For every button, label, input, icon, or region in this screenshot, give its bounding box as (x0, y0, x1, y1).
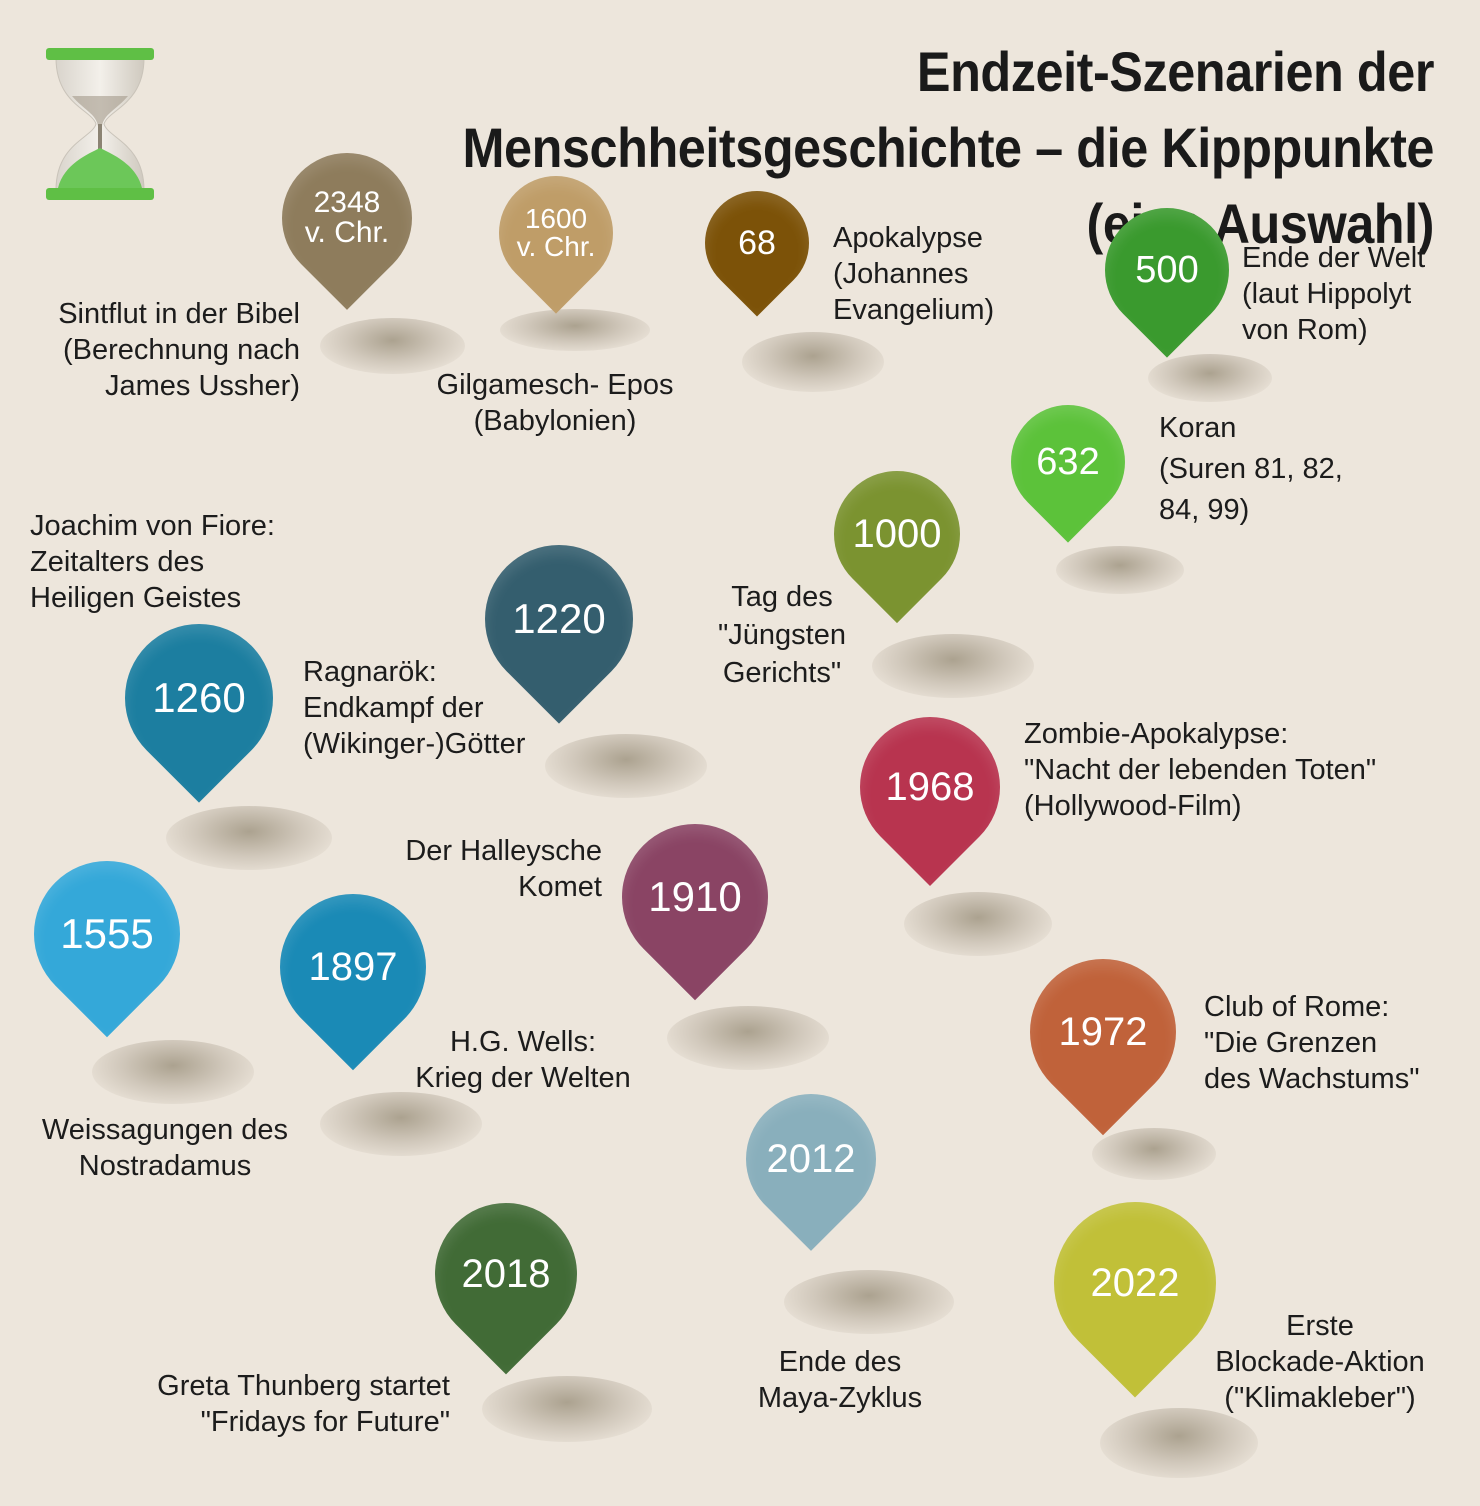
pin-year-label: 1968 (885, 765, 975, 809)
event-description: Apokalypse (Johannes Evangelium) (833, 222, 995, 326)
event-description: Ende des Maya-Zyklus (757, 1346, 923, 1414)
event-description: Ende der Welt (laut Hippolyt von Rom) (1242, 242, 1426, 346)
pin-year-label: 1555 (60, 910, 154, 957)
event-description: Koran (Suren 81, 82, 84, 99) (1159, 412, 1343, 526)
pin-year-label: 1600 v. Chr. (516, 203, 596, 262)
hourglass-icon (46, 48, 154, 200)
pin-shadow (545, 734, 707, 798)
pin-shadow (92, 1040, 254, 1104)
pin-shadow (742, 332, 884, 392)
pin-year-label: 2018 (461, 1252, 551, 1296)
event-description: Der Halleysche Komet (405, 835, 602, 903)
event-description: Weissagungen des Nostradamus (41, 1114, 289, 1182)
pin-shadow (904, 892, 1052, 956)
event-description: H.G. Wells: Krieg der Welten (415, 1026, 631, 1094)
pin-shadow (482, 1376, 652, 1442)
event-description: Gilgamesch- Epos (Babylonien) (436, 369, 674, 437)
event-description: Sintflut in der Bibel (Berechnung nach J… (58, 298, 300, 402)
pin-shadow (1148, 354, 1272, 402)
pin-year-label: 1000 (852, 512, 942, 556)
pin-shadow (320, 318, 465, 374)
pin-shadow (166, 806, 332, 870)
event-description: Club of Rome: "Die Grenzen des Wachstums… (1204, 991, 1420, 1095)
pin-year-label: 500 (1135, 249, 1199, 291)
pin-year-label: 1910 (648, 873, 742, 920)
pin-shadow (500, 309, 650, 351)
pin-shadow (784, 1270, 954, 1334)
pin-shadow (1092, 1128, 1216, 1180)
pin-shadow (872, 634, 1034, 698)
event-description: Erste Blockade-Aktion ("Klimakleber") (1215, 1310, 1425, 1414)
pin-year-label: 1220 (512, 595, 606, 642)
pin-year-label: 2022 (1090, 1261, 1180, 1305)
pin-shadow (320, 1092, 482, 1156)
event-description: Joachim von Fiore: Zeitalters des Heilig… (30, 510, 275, 614)
event-description: Tag des "Jüngsten Gerichts" (718, 581, 846, 689)
pin-year-label: 1897 (308, 945, 398, 989)
pin-year-label: 2012 (766, 1137, 856, 1181)
pin-year-label: 2348 v. Chr. (304, 186, 390, 249)
pin-shadow (1100, 1408, 1258, 1478)
pin-year-label: 1972 (1058, 1010, 1148, 1054)
page-title: Endzeit-Szenarien der Menschheitsgeschic… (462, 40, 1434, 255)
event-description: Greta Thunberg startet "Fridays for Futu… (157, 1370, 450, 1438)
event-description: Zombie-Apokalypse: "Nacht der lebenden T… (1024, 718, 1377, 822)
pin-shadow (667, 1006, 829, 1070)
pin-year-label: 632 (1036, 441, 1100, 483)
event-description: Ragnarök: Endkampf der (Wikinger-)Götter (303, 656, 526, 760)
pin-year-label: 68 (738, 224, 776, 262)
pin-shadow (1056, 546, 1184, 594)
pin-year-label: 1260 (152, 674, 246, 721)
